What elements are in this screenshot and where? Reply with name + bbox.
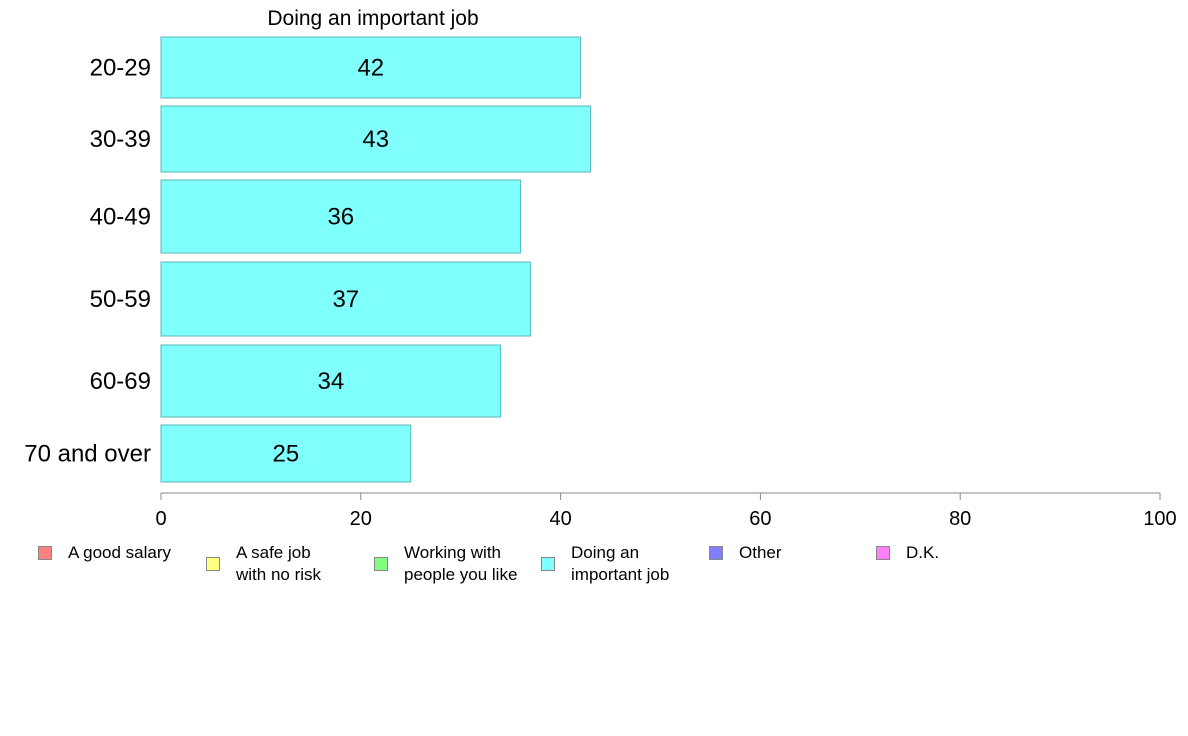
category-label-40-49: 40-49: [90, 204, 151, 231]
bar-value-label-50-59: 37: [332, 286, 359, 313]
chart-title: Doing an important job: [267, 7, 478, 30]
legend-swatch-working-with-people: [374, 557, 388, 571]
legend-item-dk: D.K.: [876, 542, 939, 564]
legend-label-dk: D.K.: [906, 543, 940, 562]
legend-item-important-job: Doing an important job: [541, 542, 669, 586]
legend-swatch-dk: [876, 546, 890, 560]
legend-label-important-job: Doing an important job: [571, 543, 670, 584]
legend-item-good-salary: A good salary: [38, 542, 171, 564]
bar-30-39: [160, 105, 592, 173]
legend: A good salary A safe job with no risk Wo…: [38, 542, 1158, 592]
bar-chart: Doing an important job 42 43 36 37 34 25 20-2…: [24, 7, 1177, 530]
legend-label-good-salary: A good salary: [68, 543, 172, 562]
category-label-30-39: 30-39: [90, 126, 151, 153]
x-axis: 0 20 40 60 80 100: [155, 492, 1177, 530]
x-tick-label-100: 100: [1143, 508, 1176, 530]
bar-70-and-over: [160, 424, 412, 483]
x-tick-label-20: 20: [350, 508, 372, 530]
bar-labels-group: 42 43 36 37 34 25: [273, 55, 390, 468]
bar-value-label-20-29: 42: [357, 55, 384, 82]
bars-group: [160, 36, 592, 483]
x-tick-label-60: 60: [749, 508, 771, 530]
legend-swatch-safe-job: [206, 557, 220, 571]
legend-item-safe-job: A safe job with no risk: [206, 542, 321, 586]
category-label-70-and-over: 70 and over: [24, 441, 151, 468]
legend-swatch-good-salary: [38, 546, 52, 560]
legend-item-working-with-people: Working with people you like: [374, 542, 517, 586]
legend-label-other: Other: [739, 543, 782, 562]
category-labels-group: 20-29 30-39 40-49 50-59 60-69 70 and over: [24, 55, 151, 468]
x-tick-label-80: 80: [949, 508, 971, 530]
category-label-60-69: 60-69: [90, 368, 151, 395]
bar-value-label-40-49: 36: [327, 204, 354, 231]
legend-label-working-with-people: Working with people you like: [404, 543, 518, 584]
category-label-50-59: 50-59: [90, 286, 151, 313]
bar-value-label-60-69: 34: [317, 368, 344, 395]
x-tick-label-40: 40: [549, 508, 571, 530]
bar-50-59: [160, 261, 532, 337]
legend-swatch-important-job: [541, 557, 555, 571]
legend-label-safe-job: A safe job with no risk: [236, 543, 322, 584]
legend-item-other: Other: [709, 542, 782, 564]
category-label-20-29: 20-29: [90, 55, 151, 82]
bar-40-49: [160, 179, 522, 254]
bar-20-29: [160, 36, 582, 99]
bar-value-label-30-39: 43: [362, 126, 389, 153]
legend-swatch-other: [709, 546, 723, 560]
bar-value-label-70-and-over: 25: [273, 441, 300, 468]
x-tick-label-0: 0: [155, 508, 166, 530]
bar-60-69: [160, 344, 502, 418]
